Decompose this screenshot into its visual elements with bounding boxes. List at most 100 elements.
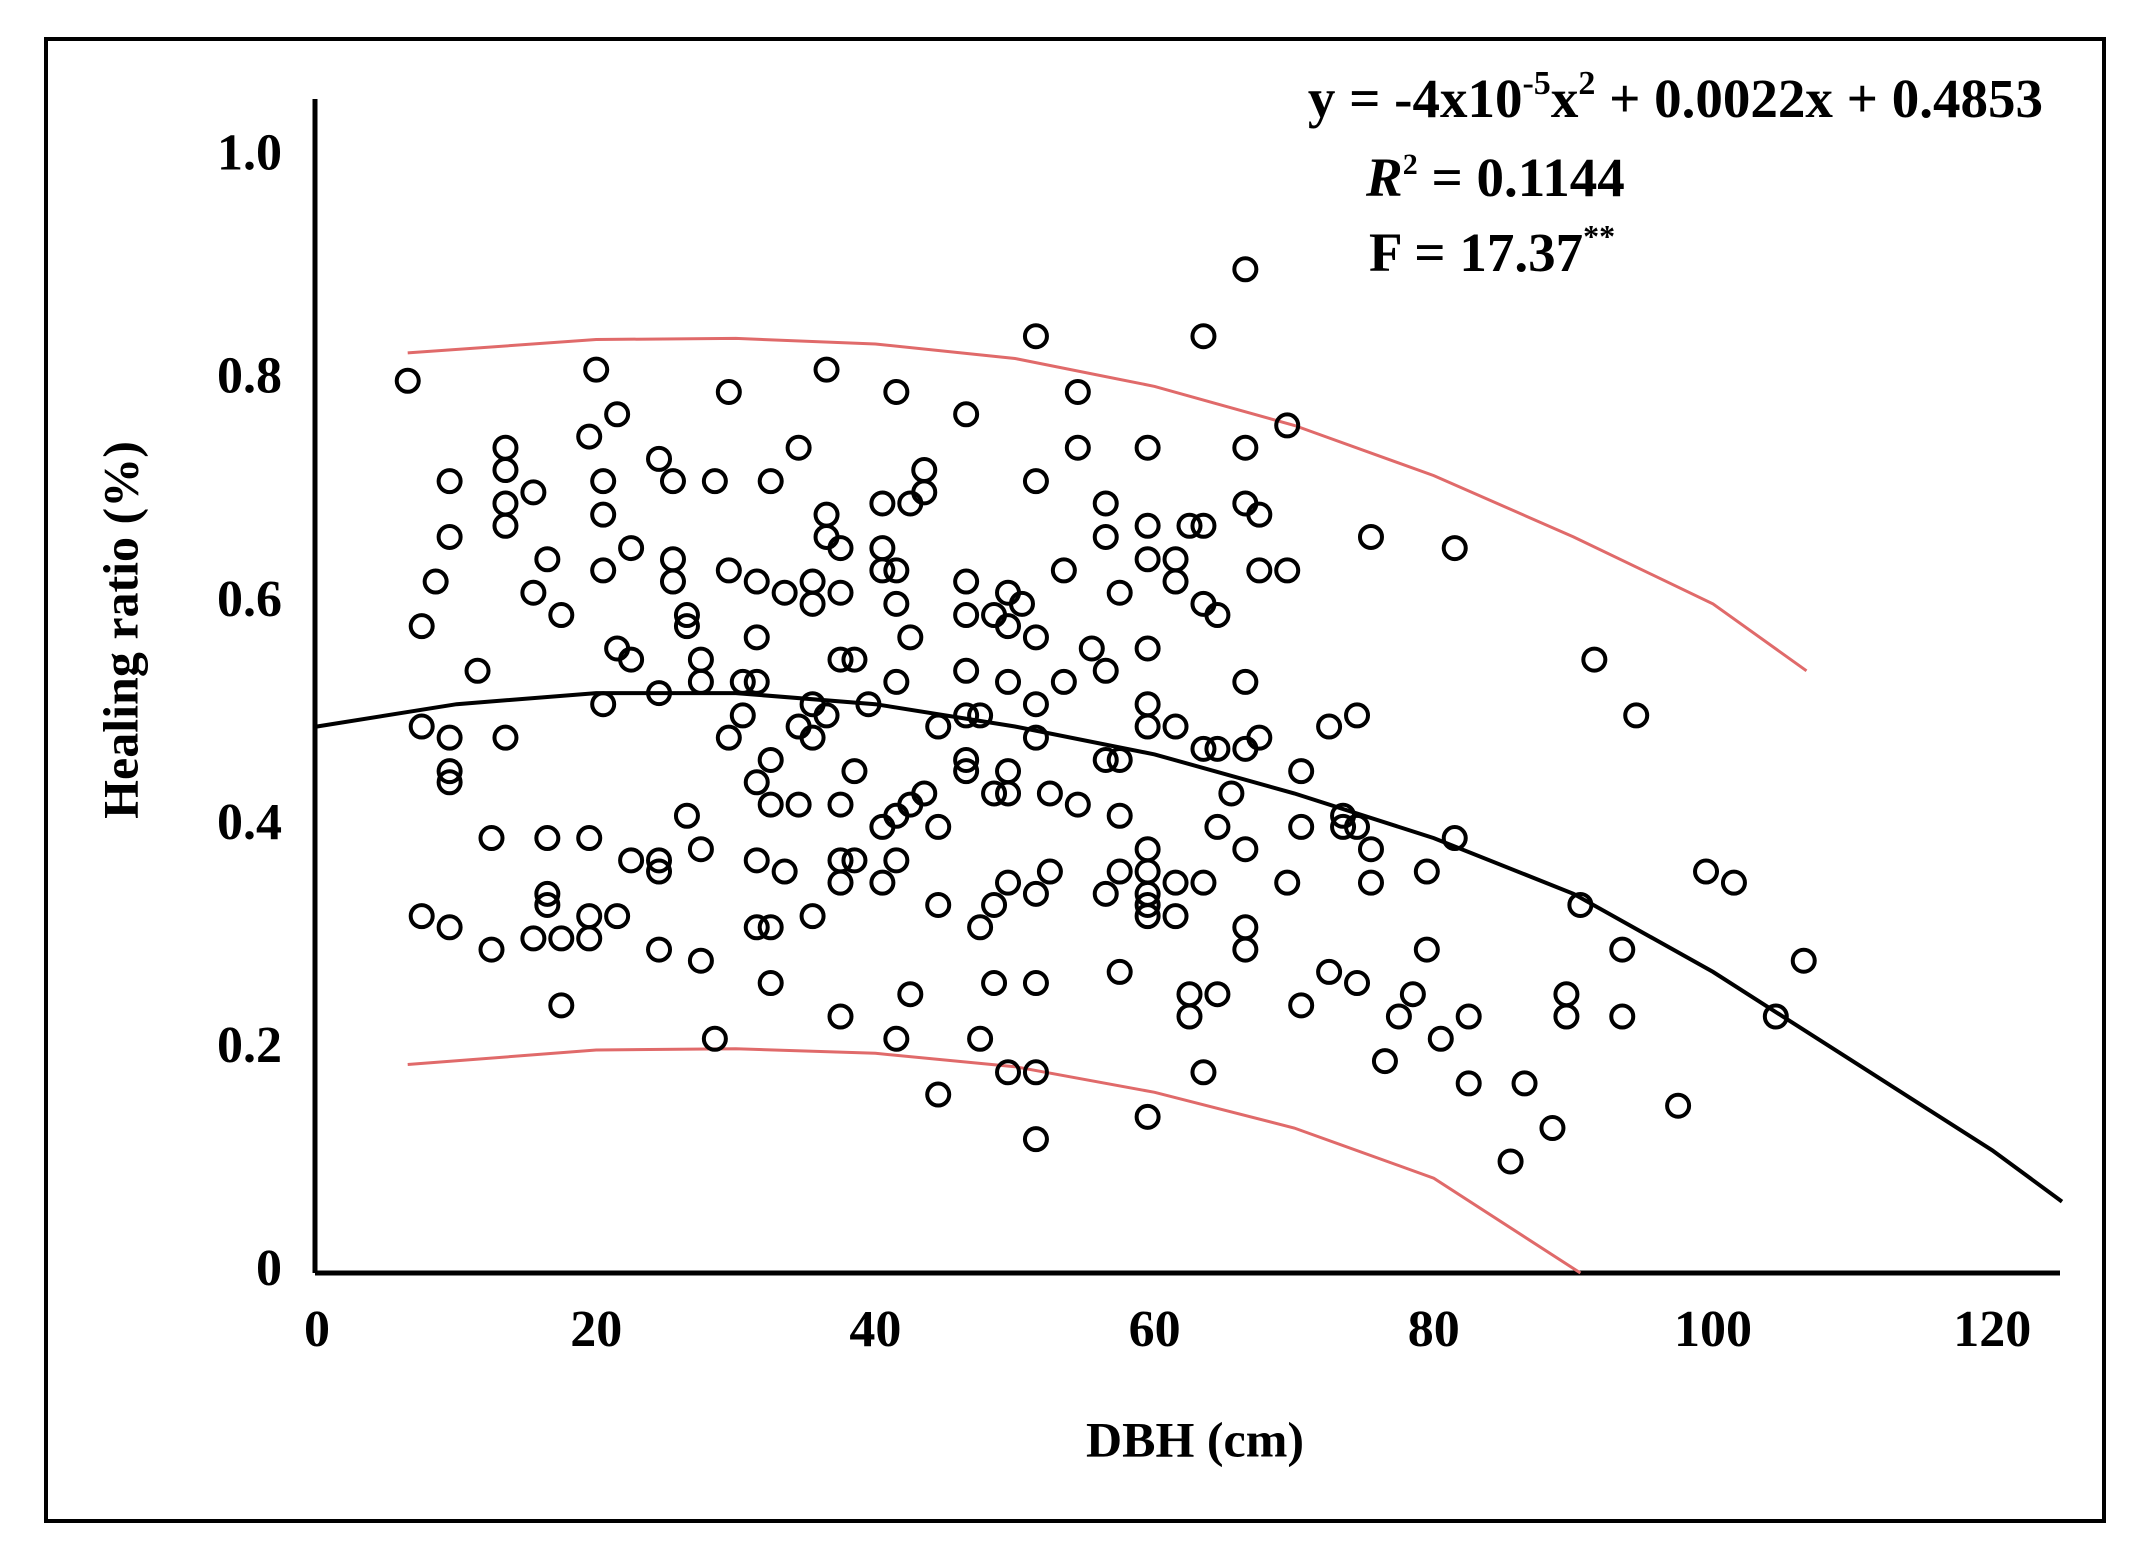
point (701, 468, 728, 495)
point (967, 914, 994, 941)
fit-curve (316, 691, 2064, 1204)
point (1106, 858, 1133, 885)
point (1022, 970, 1049, 997)
point (883, 668, 910, 695)
point (757, 970, 784, 997)
point (953, 746, 980, 773)
point (1022, 468, 1049, 495)
point (687, 646, 714, 673)
point (925, 891, 952, 918)
point (1176, 512, 1203, 539)
point (1274, 412, 1301, 439)
point (715, 724, 742, 751)
point (743, 624, 770, 651)
point (1092, 490, 1119, 517)
point (534, 891, 561, 918)
point (813, 356, 840, 383)
point (1246, 724, 1273, 751)
point (1176, 1003, 1203, 1030)
point (799, 903, 826, 930)
point (1413, 858, 1440, 885)
point (646, 847, 673, 874)
point (771, 579, 798, 606)
point (492, 724, 519, 751)
r-squared-part: = 0.1144 (1418, 147, 1625, 208)
point (1413, 936, 1440, 963)
point (1623, 702, 1650, 729)
point (548, 602, 575, 629)
point (1246, 557, 1273, 584)
equation-part: + 0.0022x + 0.4853 (1595, 68, 2043, 129)
point (590, 557, 617, 584)
point (590, 691, 617, 718)
point (1455, 1003, 1482, 1030)
point (701, 1025, 728, 1052)
point (1385, 1003, 1412, 1030)
point (827, 1003, 854, 1030)
point (995, 780, 1022, 807)
point (520, 479, 547, 506)
point (1316, 958, 1343, 985)
point (520, 925, 547, 952)
point (827, 646, 854, 673)
point (1022, 624, 1049, 651)
point (1050, 668, 1077, 695)
point (841, 847, 868, 874)
point (981, 891, 1008, 918)
point (1316, 713, 1343, 740)
point (1022, 323, 1049, 350)
r-squared-part: 2 (1403, 148, 1418, 181)
y-tick-label: 0 (256, 1240, 282, 1297)
point (436, 758, 463, 785)
point (492, 490, 519, 517)
point (981, 780, 1008, 807)
point (1330, 813, 1357, 840)
equation-part: 2 (1578, 65, 1595, 102)
point (1106, 958, 1133, 985)
point (883, 1025, 910, 1052)
point (799, 568, 826, 595)
x-tick-label: 120 (1953, 1301, 2031, 1358)
point (911, 780, 938, 807)
point (1371, 1048, 1398, 1075)
point (1344, 970, 1371, 997)
point (827, 579, 854, 606)
point (1022, 691, 1049, 718)
equation-part: -5 (1522, 65, 1550, 102)
point (1064, 378, 1091, 405)
point (436, 468, 463, 495)
point (743, 847, 770, 874)
point (743, 568, 770, 595)
point (1162, 546, 1189, 573)
confidence-band (407, 1047, 1582, 1275)
point (1134, 836, 1161, 863)
point (1190, 323, 1217, 350)
point (715, 557, 742, 584)
point (576, 903, 603, 930)
point (855, 691, 882, 718)
point (1134, 891, 1161, 918)
point (1190, 1059, 1217, 1086)
point (1288, 992, 1315, 1019)
point (659, 468, 686, 495)
point (673, 802, 700, 829)
point (911, 457, 938, 484)
point (583, 356, 610, 383)
f-test: F = 17.37** (1369, 218, 1615, 282)
point (604, 401, 631, 428)
point (1232, 836, 1259, 863)
point (1288, 813, 1315, 840)
point (995, 668, 1022, 695)
point (1511, 1070, 1538, 1097)
point (813, 702, 840, 729)
point (436, 724, 463, 751)
point (1162, 903, 1189, 930)
point (1288, 758, 1315, 785)
point (715, 378, 742, 405)
point (883, 557, 910, 584)
point (576, 925, 603, 952)
point (534, 880, 561, 907)
point (1232, 936, 1259, 963)
point (1609, 936, 1636, 963)
point (1344, 702, 1371, 729)
